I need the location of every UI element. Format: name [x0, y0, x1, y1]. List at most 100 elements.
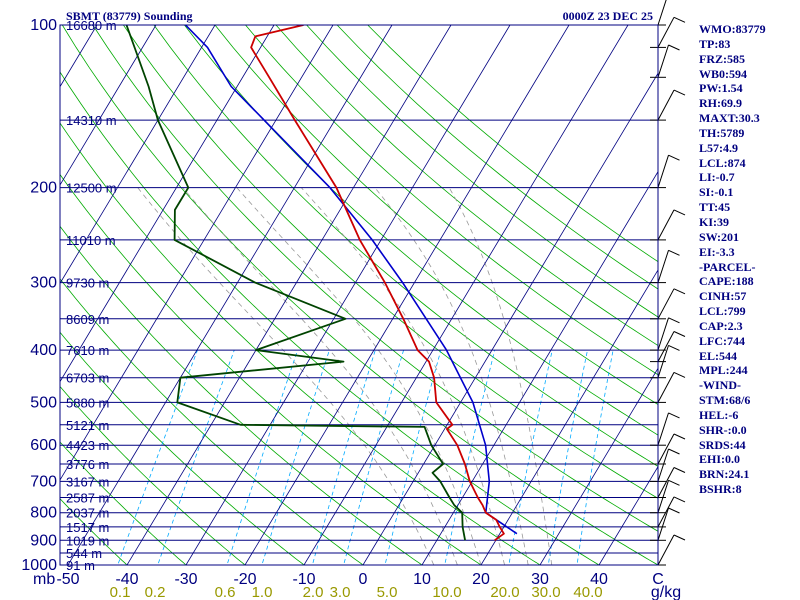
index-item: CINH:57	[699, 289, 747, 304]
isotherm-line	[303, 25, 629, 565]
isotherm-line	[126, 25, 452, 565]
isotherm-line	[60, 25, 275, 383]
plot-frame	[59, 24, 659, 566]
index-item: BSHR:8	[699, 482, 742, 497]
height-label: 2587 m	[66, 491, 109, 506]
index-item: SW:201	[699, 229, 740, 244]
adiabat-lines	[60, 25, 658, 565]
mixing-ratio-line	[576, 350, 614, 565]
pressure-tick-label: 700	[30, 473, 57, 490]
isotherm-line	[362, 72, 658, 565]
sounding-time: 0000Z 23 DEC 25	[563, 9, 653, 23]
height-label: 2037 m	[66, 506, 109, 521]
wind-barb	[650, 44, 680, 78]
temperature-tick-label: -50	[56, 571, 79, 588]
dry-adiabat-line	[214, 25, 658, 406]
wind-barb	[650, 317, 680, 351]
temperature-tick-label: 0	[359, 571, 368, 588]
index-item: LCL:799	[699, 304, 746, 319]
index-item: EL:544	[699, 348, 738, 363]
mixing-ratio-line	[384, 349, 442, 565]
index-item: CAP:2.3	[699, 318, 743, 333]
mixing-ratio-line	[157, 349, 235, 565]
profile-lines	[125, 25, 518, 542]
pressure-tick-label: 100	[30, 17, 57, 34]
wind-barb	[650, 331, 686, 363]
dry-adiabat-line	[61, 25, 658, 565]
dry-adiabat-line	[153, 25, 658, 467]
index-item: TP:83	[699, 36, 731, 51]
dry-adiabat-line	[60, 441, 187, 565]
dry-adiabat-line	[60, 225, 423, 565]
index-item: CAPE:188	[699, 274, 754, 289]
wind-barb	[650, 448, 680, 482]
moist-adiabat-line	[374, 187, 529, 565]
dry-adiabat-line	[60, 498, 128, 565]
mixing-ratio-label: 3.0	[330, 584, 351, 600]
dry-adiabat-line	[60, 71, 600, 565]
height-label: 544 m	[66, 546, 102, 561]
height-label: 1517 m	[66, 520, 109, 535]
dry-adiabat-line	[60, 385, 246, 565]
parcel-trace-line	[184, 25, 518, 535]
moist-adiabat-line	[301, 187, 505, 565]
height-label: 5121 m	[66, 418, 109, 433]
wind-barb	[650, 16, 686, 48]
temperature-tick-label: -30	[174, 571, 197, 588]
height-label: 1019 m	[66, 533, 109, 548]
index-item: STM:68/6	[699, 393, 751, 408]
index-item: TH:5789	[699, 125, 745, 140]
dry-adiabat-line	[336, 25, 658, 290]
temperature-tick-label: 20	[472, 571, 490, 588]
height-label: 14310 m	[66, 113, 117, 128]
wind-barb	[650, 249, 680, 284]
index-item: L57:4.9	[699, 140, 738, 155]
wind-barb	[650, 412, 680, 446]
height-label: 7610 m	[66, 343, 109, 358]
dry-adiabat-line	[367, 25, 658, 263]
isotherm-line	[598, 465, 658, 565]
index-item: EI:-3.3	[699, 244, 735, 259]
wind-barb	[650, 371, 686, 403]
index-item: FRZ:585	[699, 51, 745, 66]
moist-adiabat-line	[182, 187, 458, 565]
dry-adiabat-line	[92, 25, 658, 532]
moist-adiabat-line	[448, 187, 553, 565]
isotherm-line	[60, 25, 157, 186]
index-item: -PARCEL-	[699, 259, 756, 274]
mixing-ratio-label: 30.0	[531, 584, 560, 600]
height-label: 12500 m	[66, 181, 117, 196]
height-label: 3167 m	[66, 474, 109, 489]
dry-adiabat-line	[306, 25, 658, 318]
temperature-tick-label: 40	[590, 571, 608, 588]
dry-adiabat-line	[245, 25, 658, 376]
pressure-tick-label: 400	[30, 342, 57, 359]
index-item: PW:1.54	[699, 81, 743, 96]
index-item: SHR-:0.0	[699, 422, 747, 437]
mixing-ratio-label: 20.0	[490, 584, 519, 600]
mixing-ratio-label: 2.0	[303, 584, 324, 600]
dry-adiabat-line	[275, 25, 658, 347]
mixing-ratio-label: 0.1	[110, 584, 131, 600]
index-item: HEL:-6	[699, 407, 739, 422]
mixing-ratio-line	[117, 349, 198, 565]
mixing-ratio-label: 5.0	[377, 584, 398, 600]
height-label: 8609 m	[66, 312, 109, 327]
height-label: 4423 m	[66, 438, 109, 453]
dry-adiabat-line	[184, 25, 658, 436]
wind-barb	[650, 209, 686, 241]
isotherm-line	[185, 25, 511, 565]
mixing-ratio-label: 40.0	[573, 584, 602, 600]
wind-barb	[650, 0, 667, 26]
index-item: SRDS:44	[699, 437, 746, 452]
temperature-tick-label: -10	[292, 571, 315, 588]
dry-adiabat-line	[123, 25, 658, 499]
mixing-ratio-line	[508, 350, 553, 565]
pressure-tick-label: 900	[30, 532, 57, 549]
index-item: RH:69.9	[699, 96, 742, 111]
temperature-line	[250, 25, 505, 542]
temperature-tick-label: -40	[115, 571, 138, 588]
index-item: KI:39	[699, 214, 729, 229]
